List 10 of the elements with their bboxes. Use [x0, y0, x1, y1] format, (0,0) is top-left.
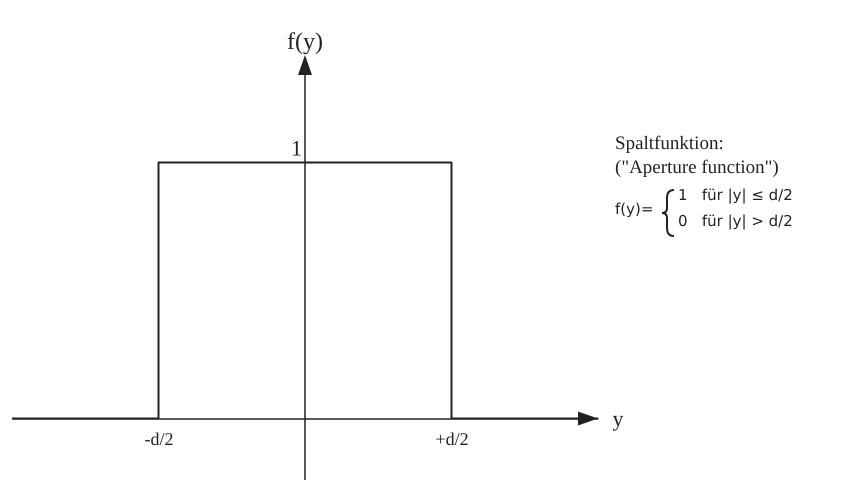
- text: Spaltfunktion:: [615, 132, 725, 156]
- text: 0 für |y| > d/2: [678, 212, 793, 230]
- x-tick-label: -d/2: [144, 429, 174, 450]
- y-axis-title: f(y): [287, 29, 323, 55]
- text: 1 für |y| ≤ d/2: [678, 186, 793, 204]
- x-axis-title: y: [612, 406, 624, 432]
- text: f(y)=: [615, 200, 654, 218]
- text: ("Aperture function"): [615, 156, 779, 180]
- x-tick-label: +d/2: [435, 429, 469, 450]
- annotation: 1: [291, 136, 302, 161]
